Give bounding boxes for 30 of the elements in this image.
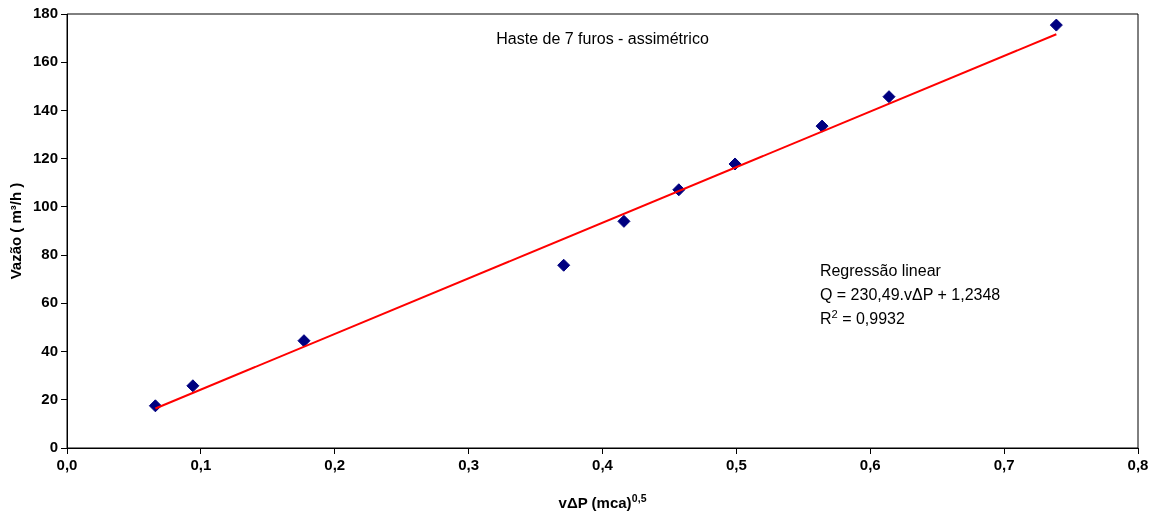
point xyxy=(1049,18,1063,32)
y-tick-label: 60 xyxy=(41,293,59,311)
x-tick-label: 0,7 xyxy=(993,456,1015,474)
y-tick-label: 0 xyxy=(49,438,59,456)
x-tick-label: 0,1 xyxy=(190,456,212,474)
y-tick-label: 80 xyxy=(41,245,59,263)
x-tick-label: 0,0 xyxy=(56,456,78,474)
y-tick-label: 160 xyxy=(33,52,59,70)
annotation: Regressão linear xyxy=(819,262,942,279)
y-tick-label: 140 xyxy=(33,100,59,118)
y-tick-label: 120 xyxy=(33,148,59,166)
y-axis-title: Vazão ( m³/h ) xyxy=(7,182,25,280)
point xyxy=(557,258,571,272)
y-tick-label: 100 xyxy=(33,197,59,215)
annotation: Q = 230,49.vΔP + 1,2348 xyxy=(819,286,1001,303)
x-tick-label: 0,5 xyxy=(725,456,747,474)
y-tick-label: 180 xyxy=(33,4,59,22)
x-tick-label: 0,2 xyxy=(324,456,346,474)
x-tick-label: 0,4 xyxy=(592,456,614,474)
x-tick-label: 0,8 xyxy=(1127,456,1149,474)
y-tick-label: 20 xyxy=(41,389,59,407)
text: Haste de 7 furos - assimétrico xyxy=(496,30,709,47)
point xyxy=(297,334,311,348)
point xyxy=(815,119,829,133)
x-tick-label: 0,3 xyxy=(458,456,480,474)
point xyxy=(617,214,631,228)
y-tick-label: 40 xyxy=(41,341,59,359)
x-tick-label: 0,6 xyxy=(859,456,881,474)
point xyxy=(186,379,200,393)
point xyxy=(882,90,896,104)
